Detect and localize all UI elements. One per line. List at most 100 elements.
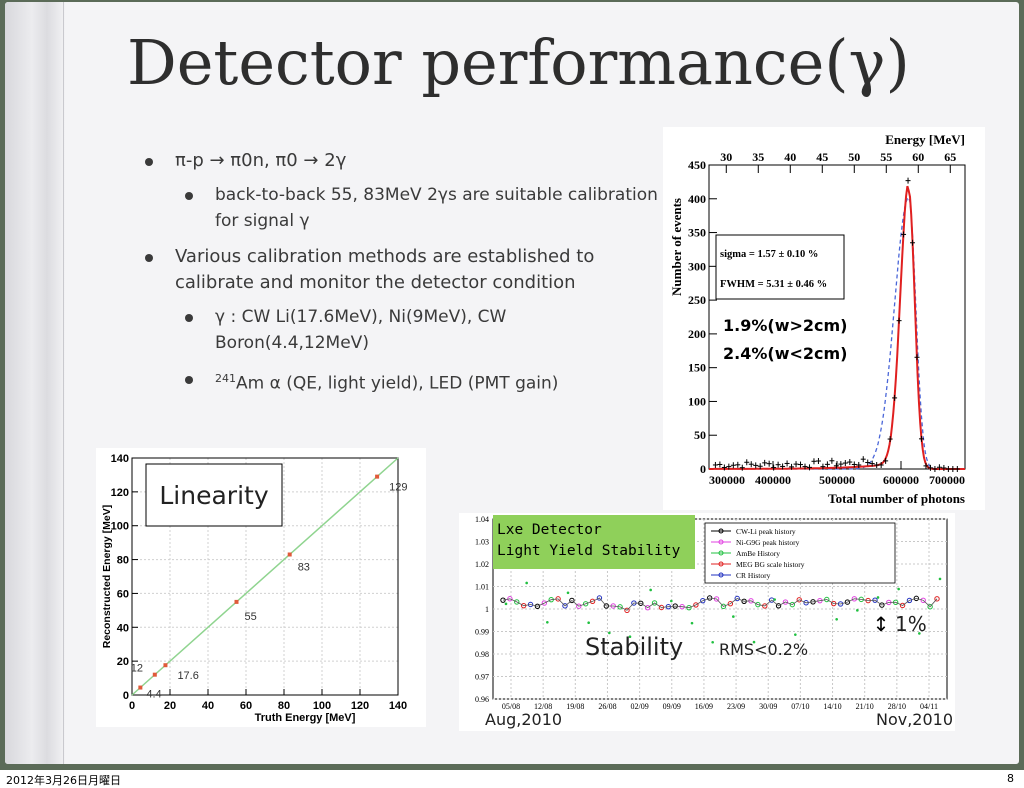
x-axis-label: Truth Energy [MeV] xyxy=(255,712,356,724)
bullet-item: π-p → π0n, π0 → 2γ xyxy=(141,148,661,174)
bullet-dot xyxy=(145,254,153,262)
stats-fwhm: FWHM = 5.31 ± 0.46 % xyxy=(720,279,827,290)
x-tick-label: 05/08 xyxy=(502,702,520,711)
bullet-text: Am α (QE, light yield), LED (PMT gain) xyxy=(236,373,559,394)
y-tick-label: 450 xyxy=(688,158,706,172)
bullet-list: π-p → π0n, π0 → 2γ back-to-back 55, 83Me… xyxy=(141,148,661,407)
data-point xyxy=(624,607,630,614)
sub-bullet-item: γ : CW Li(17.6MeV), Ni(9MeV), CW Boron(4… xyxy=(141,304,661,356)
data-point xyxy=(782,599,789,605)
ambe-point xyxy=(504,602,508,606)
data-point xyxy=(152,672,157,677)
data-point xyxy=(534,603,541,609)
y-tick-label: 350 xyxy=(688,226,706,240)
legend-label: AmBe History xyxy=(736,549,780,558)
legend-box xyxy=(704,522,896,584)
y-tick-label: 80 xyxy=(117,555,129,567)
legend-marker xyxy=(718,528,724,534)
stability-title-line: Light Yield Stability xyxy=(497,543,681,559)
point-label: 129 xyxy=(389,482,407,494)
legend-marker xyxy=(718,550,724,556)
stability-title-line: Lxe Detector xyxy=(497,522,602,538)
stability-chart: 0.96 0.97 0.98 0.99 1 1.01 1.02 1.03 1.04 05/08 12… xyxy=(475,515,953,729)
resolution-annotation: 2.4%(w<2cm) xyxy=(723,344,847,363)
band-arrow: ↕ xyxy=(873,612,890,636)
ambe-point xyxy=(525,581,528,585)
point-label: 83 xyxy=(298,561,310,573)
y-axis-label: Reconstructed Energy [MeV] xyxy=(101,505,113,649)
legend-label: Ni-G9G peak history xyxy=(736,538,800,547)
x-tick-label: 04/11 xyxy=(920,702,938,711)
legend-label: CR History xyxy=(736,571,771,580)
linearity-figure: 0 20 40 60 80 100 120 140 0 20 40 60 80 100 120 140 4.4 1… xyxy=(96,448,426,727)
ambe-point xyxy=(711,640,714,644)
x-tick-label: 16/09 xyxy=(695,702,713,711)
bullet-text: γ : CW Li(17.6MeV), Ni(9MeV), CW Boron(4… xyxy=(215,307,507,353)
x-tick-label: 30/09 xyxy=(759,702,777,711)
linearity-title: Linearity xyxy=(159,481,268,510)
x-tick-label: 02/09 xyxy=(630,702,648,711)
data-point xyxy=(844,599,851,605)
data-point xyxy=(796,597,802,603)
ambe-point xyxy=(690,621,694,625)
data-point xyxy=(589,598,596,605)
point-label: 12 xyxy=(131,663,143,675)
data-point xyxy=(693,602,699,608)
data-point xyxy=(762,603,768,609)
y-tick-label: 140 xyxy=(111,453,129,465)
top-tick-label: 45 xyxy=(816,150,828,164)
bullet-dot xyxy=(185,192,193,200)
x-tick-label: 14/10 xyxy=(823,702,841,711)
legend-label: MEG BG scale history xyxy=(736,560,805,569)
resolution-chart: 300000 400000 500000 600000 700000 0 50 100 150 2… xyxy=(669,132,966,506)
resolution-annotation: 1.9%(w>2cm) xyxy=(723,316,847,335)
spine-edge xyxy=(63,2,64,764)
footer: 2012年3月26日月曜日 8 xyxy=(0,770,1024,788)
ambe-point xyxy=(566,591,570,595)
y-tick-label: 1.04 xyxy=(475,515,489,524)
x-tick-label: 23/09 xyxy=(727,702,745,711)
top-axis-label: Energy [MeV] xyxy=(885,132,965,147)
x-tick-label: 60 xyxy=(240,700,252,712)
ambe-point xyxy=(794,633,797,637)
rms-label: RMS<0.2% xyxy=(719,640,808,659)
x-tick-label: 80 xyxy=(278,700,290,712)
x-tick-label: 500000 xyxy=(819,473,855,487)
ambe-point xyxy=(732,615,735,618)
y-tick-label: 1.01 xyxy=(475,583,489,592)
stability-figure: 0.96 0.97 0.98 0.99 1 1.01 1.02 1.03 1.04 05/08 12… xyxy=(459,513,955,731)
data-point xyxy=(375,474,380,479)
top-tick-label: 65 xyxy=(944,150,956,164)
data-point xyxy=(899,602,906,609)
data-point xyxy=(596,595,603,601)
x-tick-label: 0 xyxy=(129,700,135,712)
bullet-text: π-p → π0n, π0 → 2γ xyxy=(175,150,347,171)
page-number: 8 xyxy=(1007,772,1014,785)
ambe-point xyxy=(773,598,776,601)
y-tick-label: 100 xyxy=(688,394,706,408)
y-tick-label: 400 xyxy=(688,192,706,206)
start-date-label: Aug,2010 xyxy=(485,710,562,729)
y-tick-label: 0.99 xyxy=(475,628,489,637)
fit-line xyxy=(131,457,399,696)
x-tick-label: 120 xyxy=(351,700,369,712)
bullet-text: Various calibration methods are establis… xyxy=(175,246,595,293)
y-tick-label: 20 xyxy=(117,656,129,668)
data-point xyxy=(789,601,796,608)
y-tick-label: 1.02 xyxy=(475,560,489,569)
bullet-dot xyxy=(185,314,193,322)
data-point xyxy=(234,599,239,604)
x-tick-label: 400000 xyxy=(755,473,791,487)
y-tick-label: 250 xyxy=(688,293,706,307)
top-tick-label: 40 xyxy=(784,150,796,164)
x-tick-label: 26/08 xyxy=(598,702,616,711)
x-tick-label: 19/08 xyxy=(566,702,584,711)
legend-marker xyxy=(718,539,724,545)
data-point xyxy=(700,597,706,604)
bullet-dot xyxy=(145,158,153,166)
notebook-spine xyxy=(5,2,65,764)
ambe-point xyxy=(835,617,838,621)
plot-frame xyxy=(131,457,399,696)
data-point xyxy=(541,600,548,606)
fit-curve xyxy=(709,185,965,470)
